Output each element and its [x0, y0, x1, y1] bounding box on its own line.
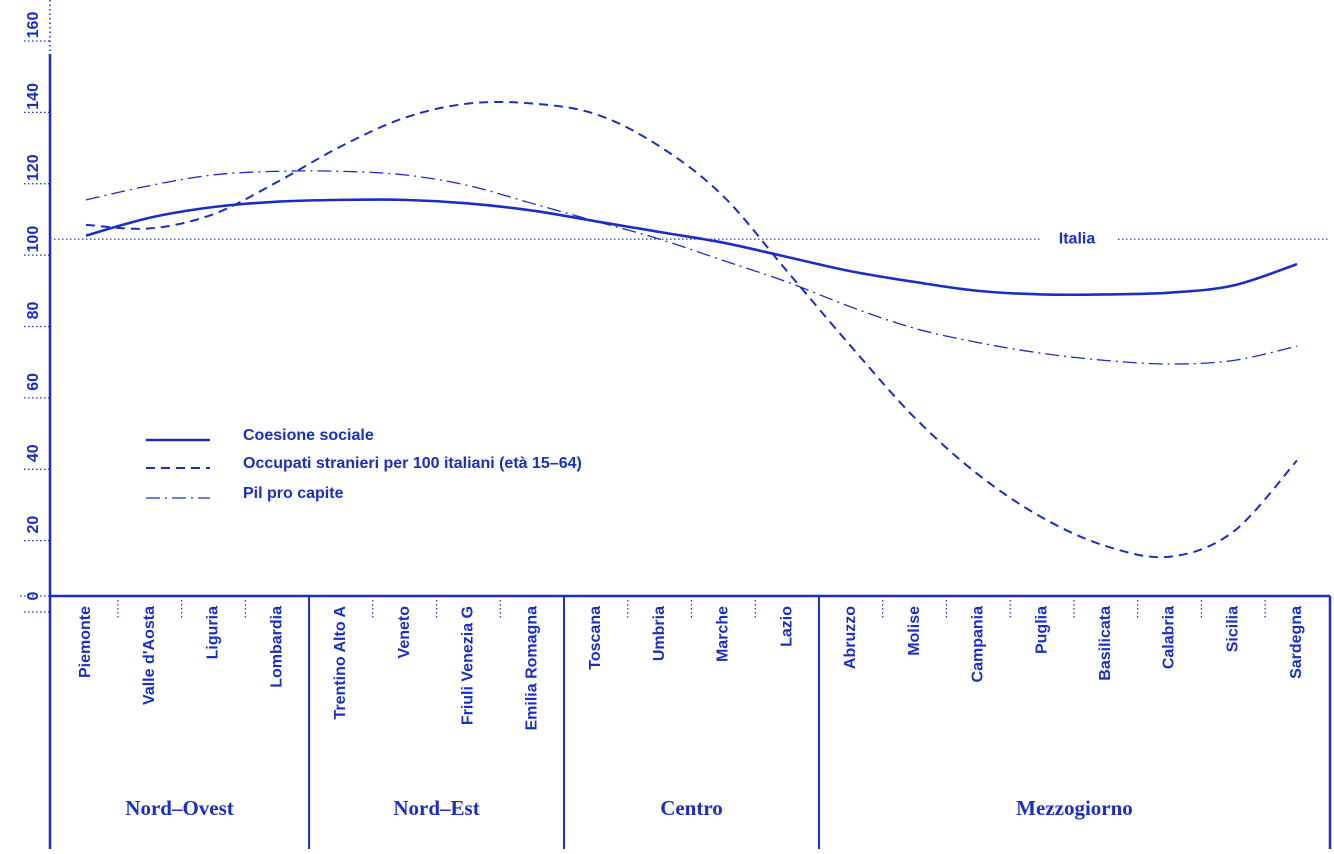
legend-label-3: Pil pro capite [243, 485, 344, 502]
region-label: Nord–Est [393, 796, 479, 820]
category-label: Puglia [1033, 606, 1050, 654]
category-label: Basilicata [1097, 606, 1114, 681]
series-line-3 [85, 170, 1298, 365]
category-label: Trentino Alto A [332, 606, 349, 720]
region-label: Centro [660, 796, 723, 820]
category-label: Friuli Venezia G [460, 606, 477, 725]
y-tick-label: 60 [25, 373, 42, 391]
category-label: Campania [970, 606, 987, 683]
category-label: Veneto [396, 606, 413, 659]
y-tick-label: 40 [25, 444, 42, 462]
category-label: Liguria [205, 606, 222, 659]
legend-label-1: Coesione sociale [243, 427, 374, 444]
y-tick-label: 160 [25, 12, 42, 39]
category-label: Sardegna [1288, 606, 1305, 679]
category-label: Umbria [651, 606, 668, 661]
category-label: Abruzzo [842, 606, 859, 669]
category-label: Molise [906, 606, 923, 656]
region-label: Mezzogiorno [1016, 796, 1133, 820]
y-tick-label: 140 [25, 83, 42, 110]
category-label: Sicilia [1224, 606, 1241, 652]
series-line-1 [85, 198, 1298, 297]
y-tick-label: 20 [25, 516, 42, 534]
reference-label: Italia [1059, 230, 1096, 247]
category-label: Emilia Romagna [523, 606, 540, 731]
y-tick-label: 0 [25, 591, 42, 600]
y-tick-label: 100 [25, 226, 42, 253]
category-label: Valle d'Aosta [141, 606, 158, 705]
legend-label-2: Occupati stranieri per 100 italiani (età… [243, 455, 582, 472]
category-label: Calabria [1161, 606, 1178, 669]
category-label: Piemonte [77, 606, 94, 678]
y-tick-label: 120 [25, 154, 42, 181]
region-label: Nord–Ovest [125, 796, 234, 820]
category-label: Marche [715, 606, 732, 662]
category-label: Toscana [587, 606, 604, 670]
y-tick-label: 80 [25, 302, 42, 320]
category-label: Lombardia [268, 606, 285, 688]
series-line-2 [85, 100, 1298, 559]
category-label: Lazio [778, 606, 795, 647]
